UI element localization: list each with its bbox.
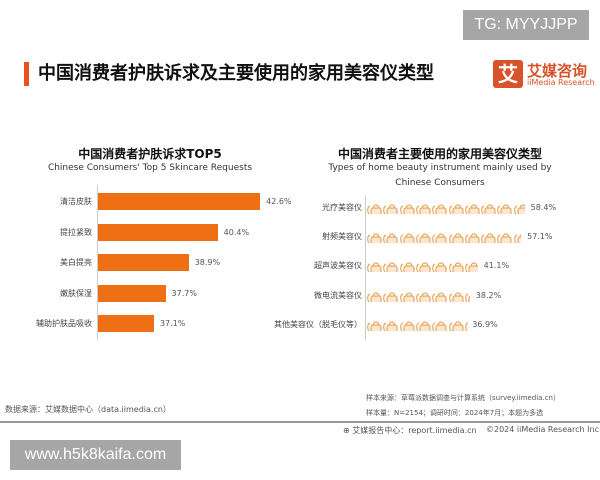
- beauty-device-icon: [432, 318, 447, 331]
- bar: [98, 254, 189, 271]
- bar: [98, 193, 261, 210]
- footer-divider: [0, 421, 600, 423]
- beauty-device-icon: [367, 259, 382, 272]
- beauty-device-icon: [464, 318, 468, 331]
- beauty-device-icon: [383, 259, 398, 272]
- title-accent-bar: [24, 62, 29, 86]
- category-label: 美白提亮: [60, 258, 92, 267]
- data-label: 37.1%: [159, 319, 186, 328]
- beauty-device-icon: [383, 289, 398, 302]
- watermark: www.h5k8kaifa.com: [10, 440, 181, 470]
- beauty-device-icon: [367, 289, 382, 302]
- category-label: 清洁皮肤: [60, 197, 92, 206]
- data-label: 41.1%: [483, 261, 510, 270]
- category-label: 光疗美容仪: [322, 203, 362, 212]
- beauty-device-icon: [416, 259, 431, 272]
- beauty-device-icon: [464, 201, 480, 214]
- data-label: 42.6%: [266, 197, 292, 206]
- beauty-device-icon: [432, 259, 447, 272]
- beauty-device-icon: [448, 318, 464, 331]
- beauty-device-icon: [448, 230, 464, 243]
- logo-mark: 艾: [493, 60, 523, 88]
- beauty-device-icon: [481, 201, 496, 214]
- beauty-device-icon: [464, 259, 478, 272]
- beauty-device-icon: [367, 230, 382, 243]
- beauty-device-icon: [432, 201, 447, 214]
- data-label: 36.9%: [472, 320, 498, 329]
- data-label: 58.4%: [530, 203, 557, 212]
- left-chart-title: 中国消费者护肤诉求TOP5: [78, 147, 222, 161]
- watermark: TG: MYYJJPP: [463, 10, 589, 40]
- bar: [98, 285, 166, 302]
- right-chart-title: 中国消费者主要使用的家用美容仪类型: [337, 147, 542, 161]
- beauty-device-icon: [416, 201, 431, 214]
- beauty-device-icon: [513, 230, 522, 243]
- right-chart-subtitle-1: Types of home beauty instrument mainly u…: [328, 163, 552, 173]
- beauty-device-icon: [399, 289, 415, 302]
- category-label: 提拉紧致: [60, 228, 92, 237]
- data-label: 37.7%: [171, 289, 197, 298]
- beauty-device-icon: [497, 230, 512, 243]
- bar: [98, 315, 154, 332]
- beauty-device-icon: [513, 201, 525, 214]
- page-title: 中国消费者护肤诉求及主要使用的家用美容仪类型: [38, 63, 434, 84]
- left-chart-subtitle: Chinese Consumers' Top 5 Skincare Reques…: [47, 163, 253, 173]
- category-label: 射频美容仪: [322, 232, 362, 241]
- data-label: 40.4%: [223, 228, 250, 237]
- beauty-device-icon: [399, 318, 415, 331]
- y-axis: [97, 185, 98, 340]
- category-label: 其他美容仪（脱毛仪等）: [274, 320, 362, 329]
- data-source: 数据来源：艾媒数据中心（data.iimedia.cn）: [5, 405, 171, 414]
- category-label: 嫩肤保湿: [60, 289, 92, 298]
- beauty-device-icon: [416, 289, 431, 302]
- globe-icon: ⊕: [343, 426, 350, 435]
- beauty-device-icon: [367, 318, 382, 331]
- beauty-device-icon: [399, 201, 415, 214]
- beauty-device-icon: [464, 230, 480, 243]
- copyright: ©2024 iiMedia Research Inc: [486, 425, 599, 434]
- right-chart-subtitle-2: Chinese Consumers: [395, 178, 485, 188]
- beauty-device-icon: [481, 230, 496, 243]
- beauty-device-icon: [399, 259, 415, 272]
- sample-size: 样本量：N=2154；调研时间：2024年7月；本题为多选: [366, 409, 544, 417]
- beauty-device-icon: [432, 230, 447, 243]
- beauty-device-icon: [383, 230, 398, 243]
- bar: [98, 224, 218, 241]
- beauty-device-icon: [432, 289, 447, 302]
- beauty-device-icon: [497, 201, 512, 214]
- data-label: 38.2%: [475, 291, 502, 300]
- logo-text-en: iiMedia Research: [527, 78, 595, 87]
- category-label: 微电流美容仪: [314, 291, 362, 300]
- beauty-device-icon: [464, 289, 471, 302]
- beauty-device-icon: [448, 259, 464, 272]
- beauty-device-icon: [367, 201, 382, 214]
- logo-text-cn: 艾媒咨询: [527, 62, 588, 80]
- beauty-device-icon: [383, 318, 398, 331]
- data-label: 57.1%: [527, 232, 553, 241]
- report-link: 艾媒报告中心：report.iimedia.cn: [352, 426, 477, 435]
- beauty-device-icon: [383, 201, 398, 214]
- beauty-device-icon: [448, 289, 464, 302]
- beauty-device-icon: [448, 201, 464, 214]
- beauty-device-icon: [399, 230, 415, 243]
- beauty-device-icon: [416, 318, 431, 331]
- data-label: 38.9%: [194, 258, 221, 267]
- beauty-device-icon: [416, 230, 431, 243]
- y-axis: [365, 195, 366, 340]
- sample-source: 样本来源：草莓派数据调查与计算系统（survey.iimedia.cn）: [366, 394, 560, 402]
- report-center: ⊕ 艾媒报告中心：report.iimedia.cn: [343, 425, 477, 436]
- category-label: 辅助护肤品吸收: [36, 319, 92, 328]
- category-label: 超声波美容仪: [314, 261, 362, 270]
